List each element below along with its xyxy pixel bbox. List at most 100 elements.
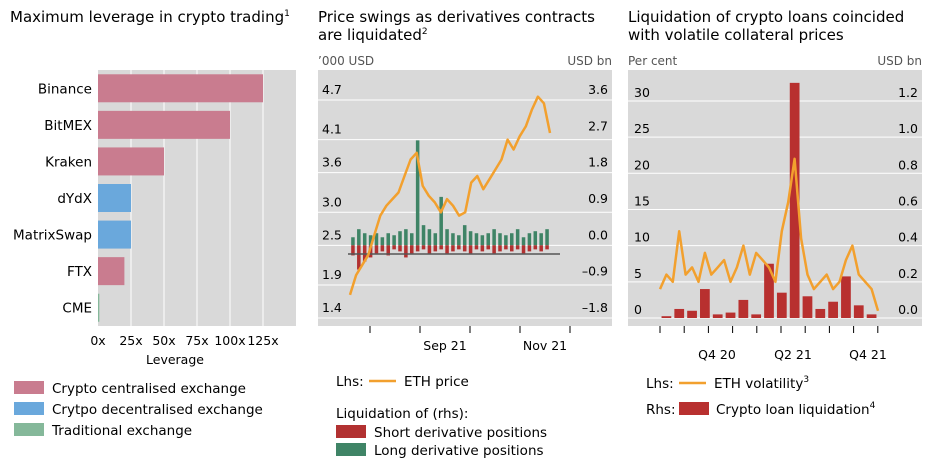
long-liquidation-bar: [380, 237, 385, 246]
panel2-rhs-unit: USD bn: [567, 54, 612, 68]
short-liquidation-bar: [527, 245, 532, 252]
panel1-title: Maximum leverage in crypto trading1: [10, 8, 290, 26]
panel3-volatility-line: [658, 157, 880, 312]
bar-label-matrixswap: MatrixSwap: [13, 228, 92, 244]
panel2-rhs-tick: 0.9: [588, 191, 608, 206]
panel3-x-tick: Q4 20: [698, 347, 736, 362]
loan-liquidation-bar: [674, 308, 685, 318]
long-liquidation-bar: [480, 235, 485, 246]
long-liquidation-bar: [457, 235, 461, 246]
long-liquidation-bar: [357, 229, 361, 246]
short-liquidation-bar: [533, 245, 538, 250]
long-liquidation-bar: [504, 235, 508, 246]
panel3-x-tick: Q4 21: [849, 347, 887, 362]
panel3-x-tick: Q2 21: [774, 347, 812, 362]
panel2-title-line1: Price swings as derivatives contracts: [318, 8, 595, 26]
panel3-lhs-tick: 5: [634, 266, 642, 281]
long-liquidation-bar: [404, 229, 408, 246]
panel2-x-ticks: Sep 21 Nov 21: [369, 326, 571, 353]
loan-liquidation-bar: [866, 314, 877, 318]
long-liquidation-bar: [374, 233, 379, 246]
panel3-rhs-tick: 1.0: [898, 121, 918, 136]
long-liquidation-bar: [421, 225, 426, 246]
panel3-y-ticks: 0 5 10 15 20 25 30 0.0 0.2 0.4 0.6 0.8 1.0 1.2: [634, 85, 918, 317]
panel2-rhs-tick: 3.6: [588, 82, 608, 97]
long-liquidation-bar: [386, 233, 390, 246]
panel3-title-line2: with volatile collateral prices: [628, 26, 844, 44]
short-liquidation-bar: [474, 245, 479, 250]
long-liquidation-bar: [486, 233, 490, 246]
loan-liquidation-bar: [725, 312, 736, 318]
panel1-legend: Crypto centralised exchange Crytpo decen…: [14, 381, 263, 439]
loan-liquidation-bar: [789, 82, 800, 319]
long-liquidation-bar: [351, 237, 355, 246]
panel2-lhs-tick: 3.6: [322, 155, 342, 170]
long-liquidation-bar: [527, 233, 532, 246]
short-liquidation-bar: [486, 245, 490, 250]
panel2-rhs-tick: 0.0: [588, 227, 608, 242]
loan-liquidation-bar: [712, 314, 723, 318]
long-liquidation-bar: [445, 229, 449, 246]
short-liquidation-bar: [410, 245, 414, 254]
short-liquidation-bar: [351, 245, 355, 256]
panel2-lhs-tick: 3.0: [322, 194, 342, 209]
short-liquidation-bar: [539, 245, 543, 252]
panel3-rhs-tick: 0.4: [898, 230, 918, 245]
panel2-lhs-tick: 1.4: [322, 300, 342, 315]
legend-swatch-long: [336, 443, 366, 456]
long-liquidation-bar: [433, 233, 438, 246]
panel2-x-tick: Sep 21: [423, 338, 466, 353]
long-liquidation-bar: [521, 237, 526, 246]
short-liquidation-bar: [445, 245, 449, 254]
short-liquidation-bar: [415, 245, 420, 252]
panel2-legend: Lhs: ETH price Liquidation of (rhs): Sho…: [336, 374, 547, 459]
loan-liquidation-bar: [828, 301, 838, 318]
panel2-grid: [318, 99, 612, 319]
long-liquidation-bar: [410, 233, 414, 246]
panel3-lhs-tick: 10: [634, 230, 650, 245]
panel2-title-line2: are liquidated2: [318, 26, 428, 44]
panel3-x-ticks: Q4 20 Q2 21 Q4 21: [659, 326, 887, 362]
loan-liquidation-bar: [841, 276, 851, 318]
bar-label-bitmex: BitMEX: [44, 118, 92, 134]
long-liquidation-bar: [427, 229, 432, 246]
panel3-legend-rhs-prefix: Rhs:: [646, 402, 676, 418]
panel2-rhs-tick: 2.7: [588, 118, 608, 133]
long-liquidation-bar: [539, 233, 543, 246]
panel2-lhs-tick: 1.9: [322, 267, 342, 282]
bar-ftx: [98, 257, 125, 286]
panel1-x-tick: 0x: [90, 333, 105, 348]
panel2-lhs-tick: 4.7: [322, 82, 342, 97]
panel2-rhs-tick: 1.8: [588, 155, 608, 170]
panel2-lhs-tick: 2.5: [322, 227, 342, 242]
long-liquidation-bar: [368, 235, 373, 246]
panel1-x-tick: 25x: [119, 333, 142, 348]
panel3-rhs-tick: 0.6: [898, 193, 918, 208]
panel3-legend-lhs-prefix: Lhs:: [646, 376, 674, 392]
bar-label-cme: CME: [62, 301, 92, 317]
bar-label-dydx: dYdX: [57, 191, 92, 207]
short-liquidation-bar: [357, 245, 361, 270]
panel3-plot-bg: [628, 70, 922, 326]
long-liquidation-bar: [510, 233, 514, 246]
short-liquidation-bar: [404, 245, 408, 258]
long-liquidation-bar: [392, 235, 396, 246]
short-liquidation-bar: [380, 245, 385, 252]
panel2-rhs-tick: –1.8: [582, 300, 608, 315]
legend-swatch-cex: [14, 381, 44, 394]
legend-label-trad: Traditional exchange: [51, 423, 192, 439]
loan-liquidation-bar: [700, 289, 710, 318]
panel2-lhs-tick: 4.1: [322, 122, 342, 137]
short-liquidation-bar: [433, 245, 438, 252]
short-liquidation-bar: [468, 245, 473, 254]
panel2-rhs-tick: –0.9: [582, 264, 608, 279]
panel2-eth-line: [348, 95, 552, 296]
short-liquidation-bar: [427, 245, 432, 254]
bar-label-ftx: FTX: [67, 264, 92, 280]
panel3-lhs-tick: 30: [634, 85, 650, 100]
long-liquidation-bar: [468, 231, 473, 246]
long-liquidation-bar: [474, 233, 479, 246]
panel3-bars: [661, 82, 877, 319]
panel-crypto-loans: Liquidation of crypto loans coincided wi…: [628, 8, 922, 418]
loan-liquidation-bar: [764, 263, 774, 318]
